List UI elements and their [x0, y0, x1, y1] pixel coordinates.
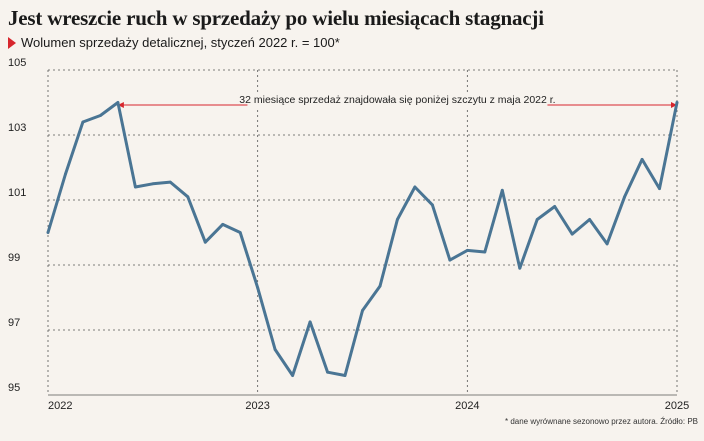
data-point — [151, 182, 155, 186]
x-tick-label: 2022 — [48, 400, 72, 412]
data-point — [133, 185, 137, 189]
data-point — [46, 231, 50, 234]
y-tick-label: 97 — [8, 317, 20, 329]
data-point — [378, 284, 382, 288]
data-point — [588, 218, 592, 221]
data-point — [326, 370, 329, 374]
annotation-label-bg — [247, 93, 548, 107]
data-point — [238, 231, 242, 234]
annotation-arrowhead-left — [117, 102, 124, 108]
data-point — [570, 232, 574, 236]
y-tick-label: 101 — [8, 187, 26, 199]
data-point — [413, 185, 417, 189]
annotation: 32 miesiące sprzedaż znajdowała się poni… — [117, 93, 677, 108]
data-point — [553, 205, 557, 208]
data-point — [343, 374, 347, 377]
chart-subtitle: Wolumen sprzedaży detalicznej, styczeń 2… — [21, 35, 340, 50]
data-point — [256, 286, 260, 290]
grid — [47, 69, 678, 396]
data-point — [116, 101, 120, 104]
data-point — [640, 157, 644, 161]
x-tick-label: 2025 — [665, 400, 689, 412]
chart-subtitle-row: Wolumen sprzedaży detalicznej, styczeń 2… — [8, 35, 340, 50]
data-point — [64, 172, 67, 176]
data-point — [168, 180, 172, 184]
data-point — [308, 320, 312, 324]
data-point — [186, 195, 190, 199]
data-point — [623, 195, 626, 199]
annotation-arrowhead-right — [671, 102, 677, 108]
footnote: * dane wyrównane sezonowo przez autora. … — [505, 417, 698, 426]
y-tick-label: 99 — [8, 252, 20, 264]
subtitle-marker-icon — [8, 36, 16, 49]
data-point — [500, 188, 504, 192]
series-line — [46, 101, 679, 377]
data-point — [203, 240, 207, 244]
data-point — [535, 218, 539, 221]
annotation-label: 32 miesiące sprzedaż znajdowała się poni… — [239, 94, 555, 106]
data-point — [448, 258, 452, 262]
data-point — [430, 203, 434, 207]
data-point — [465, 248, 469, 252]
data-point — [273, 348, 277, 351]
data-point — [99, 114, 102, 117]
data-point — [221, 222, 225, 226]
chart-title: Jest wreszcie ruch w sprzedaży po wielu … — [8, 6, 544, 30]
y-tick-label: 95 — [8, 382, 20, 394]
data-point — [483, 250, 487, 254]
y-tick-label: 105 — [8, 57, 26, 69]
data-point — [396, 218, 399, 221]
data-point — [675, 101, 679, 104]
y-axis-ticks: 95 97 99 101 103 105 — [8, 57, 26, 394]
data-point — [361, 309, 364, 312]
series — [46, 101, 679, 377]
data-point — [518, 266, 522, 270]
data-point — [658, 187, 661, 191]
data-point — [291, 374, 295, 377]
y-tick-label: 103 — [8, 122, 26, 134]
data-point — [81, 120, 85, 124]
x-axis-ticks: 2022 2023 2024 2025 — [48, 400, 689, 412]
x-tick-label: 2023 — [245, 400, 269, 412]
data-point — [605, 242, 609, 246]
x-tick-label: 2024 — [455, 400, 479, 412]
